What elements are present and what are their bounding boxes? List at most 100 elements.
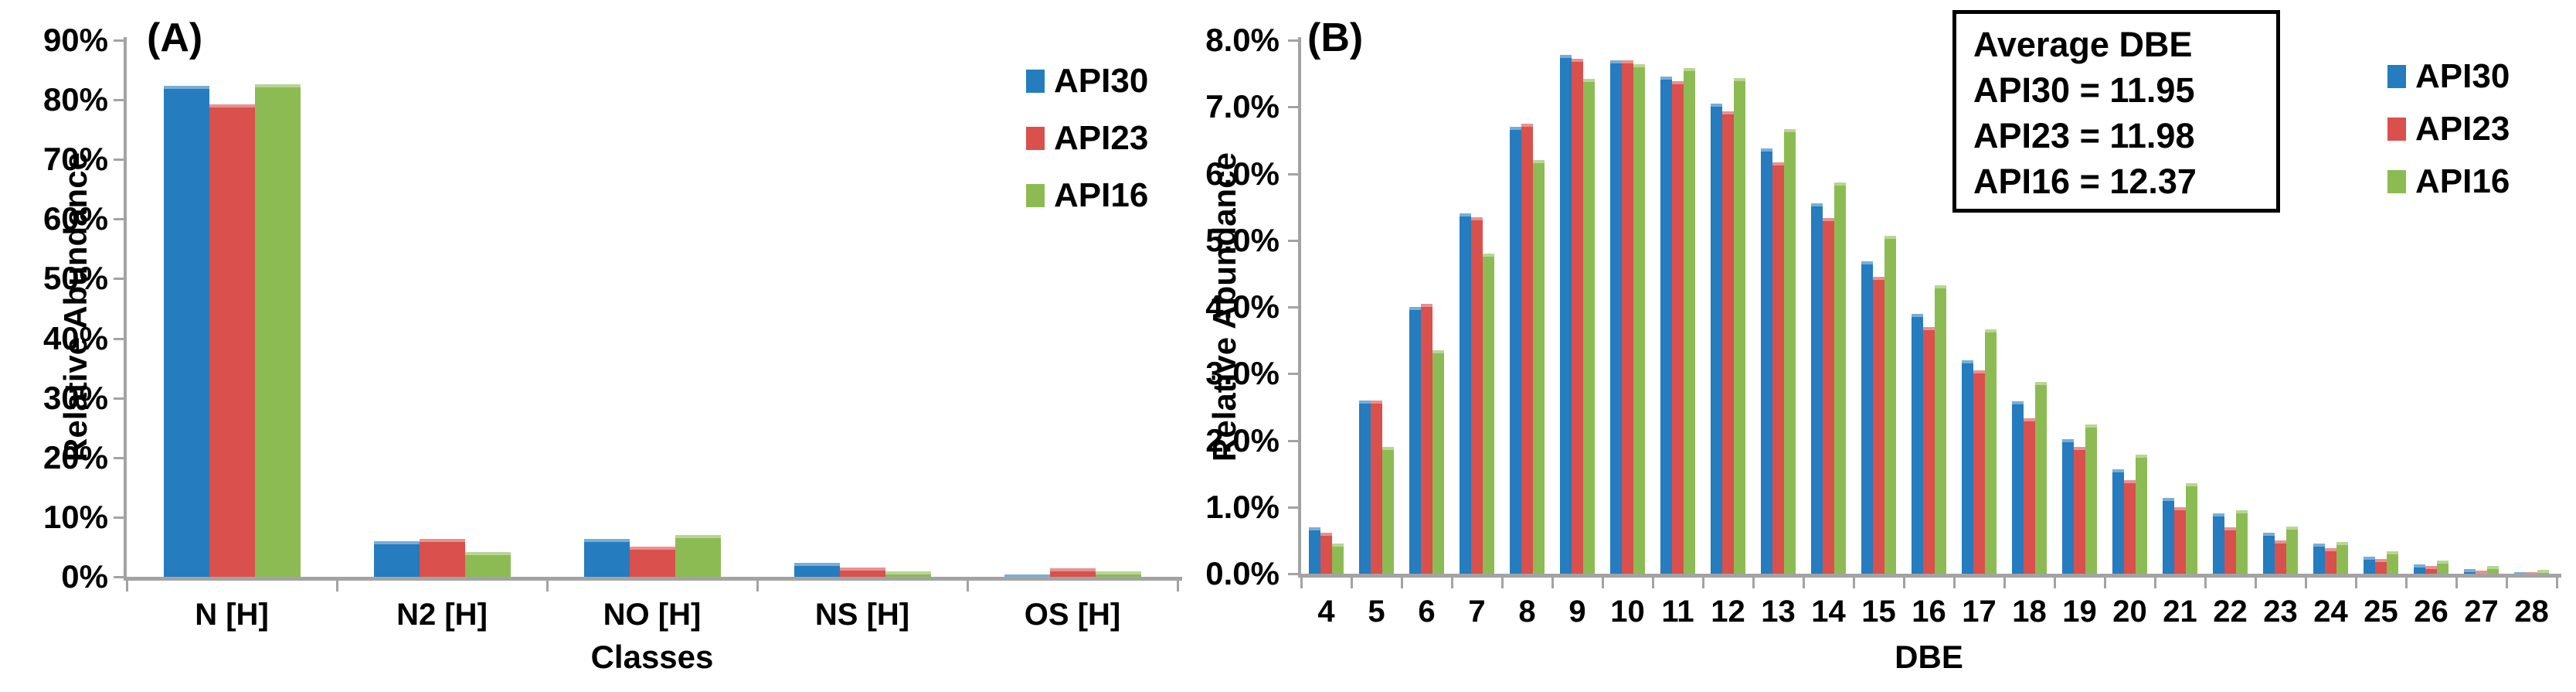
- y-tick-label: 7.0%: [1205, 88, 1280, 125]
- bar-API16-25: [2387, 551, 2398, 574]
- bar-API23-27: [2476, 570, 2487, 574]
- x-tick: [545, 581, 549, 591]
- bar-API30-13: [1761, 148, 1772, 574]
- x-tick: [1952, 578, 1956, 588]
- y-tick-label: 80%: [42, 81, 108, 118]
- x-tick-label: 12: [1711, 595, 1745, 629]
- y-tick-label: 30%: [42, 379, 108, 416]
- bar-API16-27: [2487, 565, 2499, 574]
- bar-API16-20: [2136, 455, 2147, 574]
- x-tick-label: 8: [1518, 595, 1536, 629]
- bar-API16-21: [2186, 482, 2197, 574]
- bar-API16-16: [1935, 285, 1946, 574]
- bar-API16-13: [1784, 128, 1796, 574]
- y-tick: [114, 456, 124, 459]
- bar-API23-18: [2024, 418, 2035, 574]
- x-tick-label: 6: [1418, 595, 1436, 629]
- bar-API16-8: [1533, 160, 1545, 574]
- legend-item-API30: API30: [2387, 59, 2510, 94]
- bar-API30-28: [2514, 572, 2526, 574]
- x-axis-title-a: Classes: [590, 639, 714, 675]
- x-tick: [1176, 581, 1179, 591]
- bar-API16-6: [1432, 350, 1444, 574]
- y-tick: [114, 397, 124, 400]
- bar-API16-NO [H]: [675, 535, 721, 577]
- legend-item-API16: API16: [2387, 164, 2510, 199]
- bar-API23-19: [2074, 447, 2085, 574]
- bar-API16-OS [H]: [1095, 571, 1141, 577]
- bar-API16-4: [1332, 544, 1344, 574]
- bar-API23-17: [1973, 370, 1985, 574]
- bar-API23-5: [1371, 400, 1382, 574]
- x-tick: [2103, 578, 2106, 588]
- x-tick: [2304, 578, 2307, 588]
- y-tick: [114, 39, 124, 42]
- bar-API16-5: [1382, 447, 1394, 574]
- legend-label-API16: API16: [1054, 176, 1149, 214]
- x-tick-label: 10: [1610, 595, 1645, 629]
- legend-item-API30: API30: [1026, 63, 1148, 99]
- x-tick-label: 7: [1468, 595, 1486, 629]
- x-tick-label: 18: [2012, 595, 2047, 629]
- y-tick: [1288, 573, 1298, 575]
- bar-API30-23: [2263, 533, 2275, 574]
- bar-API16-11: [1684, 68, 1695, 574]
- bar-API23-N2 [H]: [419, 539, 465, 577]
- x-tick-label: 15: [1861, 595, 1896, 629]
- legend-swatch-API23: [2387, 118, 2406, 141]
- x-tick: [966, 581, 969, 591]
- x-tick: [1601, 578, 1604, 588]
- bar-API30-25: [2364, 556, 2375, 574]
- y-tick-label: 6.0%: [1205, 155, 1280, 192]
- x-tick: [2003, 578, 2006, 588]
- x-tick: [2555, 578, 2558, 588]
- legend-item-API23: API23: [2387, 111, 2510, 147]
- bar-API23-23: [2275, 540, 2286, 574]
- x-tick: [125, 581, 128, 591]
- x-tick: [1852, 578, 1855, 588]
- bar-API23-N [H]: [209, 104, 255, 577]
- bar-API30-18: [2012, 401, 2024, 574]
- y-tick: [114, 218, 124, 221]
- x-tick-label: 4: [1317, 595, 1335, 629]
- panel-label-b: (B): [1307, 15, 1364, 60]
- y-tick: [114, 278, 124, 281]
- x-tick-label: N2 [H]: [396, 598, 488, 632]
- bar-API23-25: [2375, 559, 2387, 574]
- x-tick: [1300, 578, 1303, 588]
- average-dbe-box: Average DBE API30 = 11.95 API23 = 11.98 …: [1952, 10, 2280, 213]
- bar-API16-12: [1734, 78, 1745, 574]
- bar-API23-20: [2124, 480, 2136, 574]
- bar-API16-23: [2286, 526, 2298, 574]
- bar-API30-4: [1309, 527, 1320, 574]
- average-dbe-title: Average DBE: [1973, 25, 2193, 64]
- y-tick: [114, 516, 124, 519]
- plot-area-a: 0% 10% 20% 30% 40% 50% 60% 70% 80% 90% N [H] N2 [H]…: [0, 0, 1182, 692]
- legend-swatch-API16: [1026, 184, 1045, 207]
- x-tick-label: 17: [1962, 595, 1997, 629]
- y-tick: [114, 337, 124, 340]
- x-tick-label: 20: [2112, 595, 2147, 629]
- bar-API23-9: [1572, 59, 1583, 574]
- bar-API30-21: [2163, 497, 2174, 574]
- x-tick-label: 27: [2464, 595, 2499, 629]
- x-tick-label: 19: [2062, 595, 2097, 629]
- x-axis-line: [124, 577, 1182, 581]
- x-tick: [2505, 578, 2508, 588]
- legend-b: API30 API23 API16: [2387, 59, 2510, 216]
- bar-API16-9: [1583, 79, 1595, 574]
- bar-API23-6: [1421, 303, 1432, 574]
- bar-API23-NS [H]: [839, 567, 885, 577]
- bar-API23-22: [2224, 527, 2236, 574]
- bar-API16-N [H]: [254, 84, 301, 577]
- x-tick: [1500, 578, 1504, 588]
- panel-label-a: (A): [147, 15, 203, 60]
- x-tick-label: 28: [2514, 595, 2549, 629]
- bar-API30-N [H]: [163, 85, 209, 577]
- bar-API16-14: [1834, 182, 1846, 574]
- x-tick-label: 16: [1912, 595, 1946, 629]
- x-tick-label: 22: [2213, 595, 2248, 629]
- y-tick: [1288, 306, 1298, 309]
- legend-a: API30 API23 API16: [1026, 63, 1148, 235]
- bar-API30-27: [2464, 568, 2476, 574]
